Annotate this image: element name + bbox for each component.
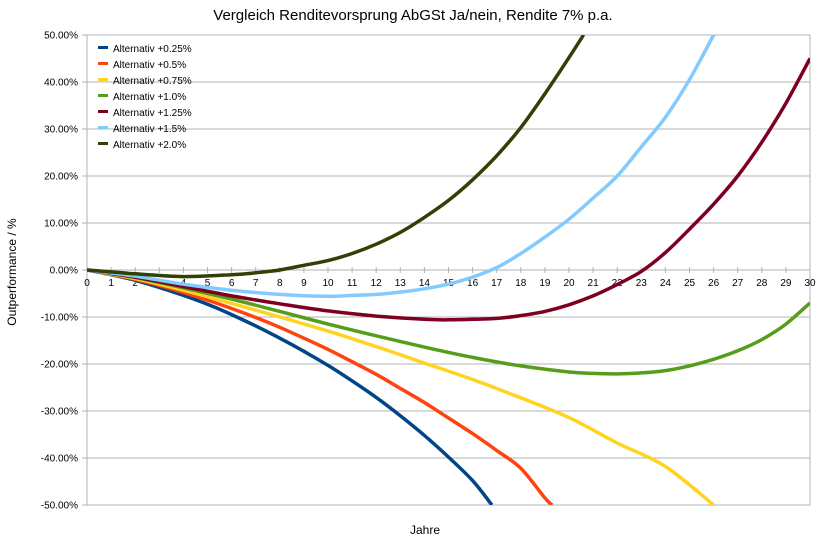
- legend-entry: Alternativ +1.0%: [113, 92, 186, 103]
- series-line-6: [87, 35, 585, 279]
- x-tick-label: 21: [588, 278, 600, 289]
- series-line-2: [87, 268, 715, 505]
- x-tick-label: 14: [419, 278, 431, 289]
- series-line-4: [87, 57, 810, 322]
- x-tick-label: 16: [467, 278, 479, 289]
- x-tick-label: 1: [108, 278, 114, 289]
- legend-entry: Alternativ +2.0%: [113, 140, 186, 151]
- legend: Alternativ +0.25% Alternativ +0.5% Alterna…: [98, 44, 192, 151]
- chart-title: Vergleich Renditevorsprung AbGSt Ja/nein…: [213, 7, 612, 24]
- y-tick-label: 20.00%: [44, 172, 78, 183]
- legend-swatch: [98, 142, 108, 145]
- y-tick-label: -40.00%: [41, 454, 78, 465]
- y-tick-label: -50.00%: [41, 501, 78, 512]
- x-tick-label: 29: [780, 278, 792, 289]
- legend-entry: Alternativ +0.25%: [113, 44, 192, 55]
- series-line-3: [87, 268, 810, 376]
- y-tick-label: 30.00%: [44, 125, 78, 136]
- x-tick-label: 7: [253, 278, 259, 289]
- x-axis-label: Jahre: [410, 523, 440, 537]
- legend-swatch: [98, 126, 108, 129]
- y-tick-label: -10.00%: [41, 313, 78, 324]
- x-tick-label: 18: [515, 278, 527, 289]
- x-tick-label: 30: [804, 278, 816, 289]
- x-tick-label: 10: [322, 278, 334, 289]
- series-line-5: [87, 35, 716, 299]
- x-tick-label: 2: [132, 278, 138, 289]
- x-tick-label: 26: [708, 278, 720, 289]
- x-tick-label: 25: [684, 278, 696, 289]
- series-lines: [87, 35, 810, 505]
- x-tick-label: 28: [756, 278, 768, 289]
- legend-entry: Alternativ +1.5%: [113, 124, 186, 135]
- y-tick-label: 40.00%: [44, 78, 78, 89]
- x-tick-label: 12: [371, 278, 383, 289]
- x-tick-label: 20: [563, 278, 575, 289]
- x-tick-label: 6: [229, 278, 235, 289]
- legend-entry: Alternativ +0.5%: [113, 60, 186, 71]
- x-tick-label: 19: [539, 278, 551, 289]
- series-line-0: [87, 268, 494, 505]
- x-tick-label: 8: [277, 278, 283, 289]
- x-tick-label: 24: [660, 278, 672, 289]
- y-tick-label: 50.00%: [44, 31, 78, 42]
- legend-entry: Alternativ +0.75%: [113, 76, 192, 87]
- x-tick-label: 9: [301, 278, 307, 289]
- x-tick-label: 0: [84, 278, 90, 289]
- y-tick-label: 0.00%: [50, 266, 78, 277]
- x-tick-label: 11: [347, 278, 358, 289]
- y-axis-ticks: 50.00% 40.00% 30.00% 20.00% 10.00% 0.00% -10.0…: [41, 31, 87, 512]
- x-tick-label: 27: [732, 278, 744, 289]
- x-axis-ticks: 0 1 2 3 4 5 6 7 8 9 10 11 12 13 14 15 16 17 18 19 20 21 22 23 24…: [84, 267, 816, 289]
- x-tick-label: 13: [395, 278, 407, 289]
- x-tick-label: 17: [491, 278, 503, 289]
- legend-swatch: [98, 62, 108, 65]
- legend-entry: Alternativ +1.25%: [113, 108, 192, 119]
- y-axis-label: Outperformance / %: [5, 218, 19, 326]
- y-tick-label: -20.00%: [41, 360, 78, 371]
- x-tick-label: 23: [636, 278, 648, 289]
- legend-swatch: [98, 46, 108, 49]
- legend-swatch: [98, 78, 108, 81]
- x-tick-label: 5: [205, 278, 211, 289]
- legend-swatch: [98, 110, 108, 113]
- y-tick-label: 10.00%: [44, 219, 78, 230]
- y-tick-label: -30.00%: [41, 407, 78, 418]
- legend-swatch: [98, 94, 108, 97]
